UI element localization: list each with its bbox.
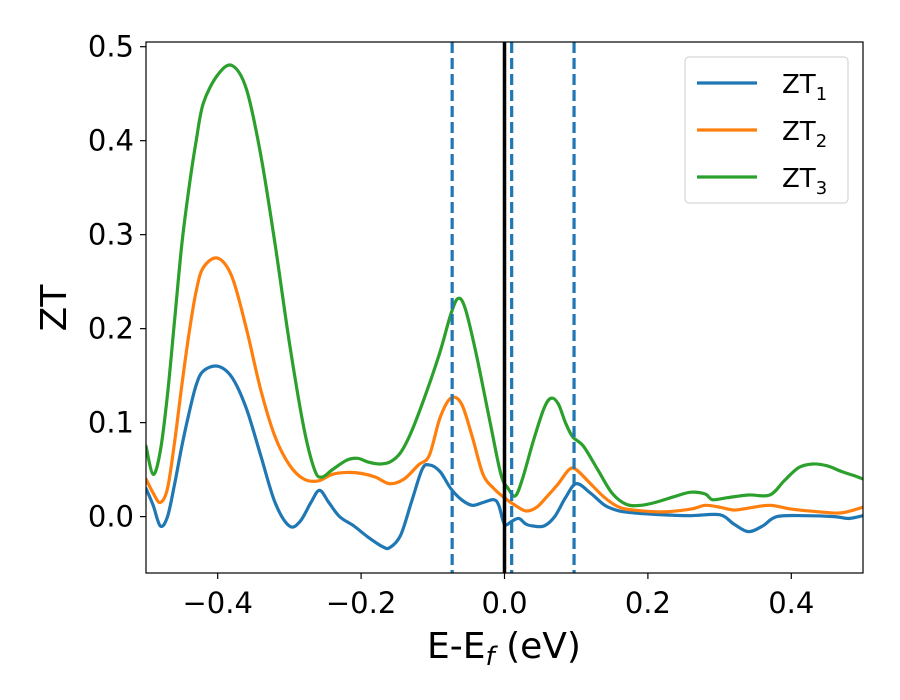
series-line-1	[146, 364, 863, 551]
y-tick-label: 0.5	[88, 30, 134, 64]
legend-box	[684, 56, 849, 204]
legend-label-3: ZT3	[782, 164, 827, 199]
y-axis: 0.0 0.1 0.2 0.3 0.4 0.5	[88, 30, 146, 534]
y-tick-label: 0.2	[88, 312, 134, 346]
legend: ZT1 ZT2 ZT3	[684, 56, 849, 204]
x-tick-label: −0.4	[182, 586, 252, 620]
y-axis-title: ZT	[34, 284, 75, 332]
x-tick-label: 0.0	[481, 586, 527, 620]
y-tick-label: 0.4	[88, 124, 134, 158]
legend-label-1: ZT1	[782, 70, 827, 105]
x-axis-title: E-Ef (eV)	[427, 626, 581, 672]
x-axis: −0.4 −0.2 0.0 0.2 0.4	[182, 573, 814, 620]
y-tick-label: 0.3	[88, 218, 134, 252]
legend-label-2: ZT2	[782, 117, 827, 152]
x-tick-label: 0.2	[625, 586, 671, 620]
series-line-2	[146, 256, 863, 515]
series-line-3	[146, 63, 863, 508]
x-tick-label: 0.4	[768, 586, 814, 620]
y-tick-label: 0.1	[88, 406, 134, 440]
plot-area	[146, 42, 863, 573]
x-tick-label: −0.2	[326, 586, 396, 620]
y-tick-label: 0.0	[88, 500, 134, 534]
